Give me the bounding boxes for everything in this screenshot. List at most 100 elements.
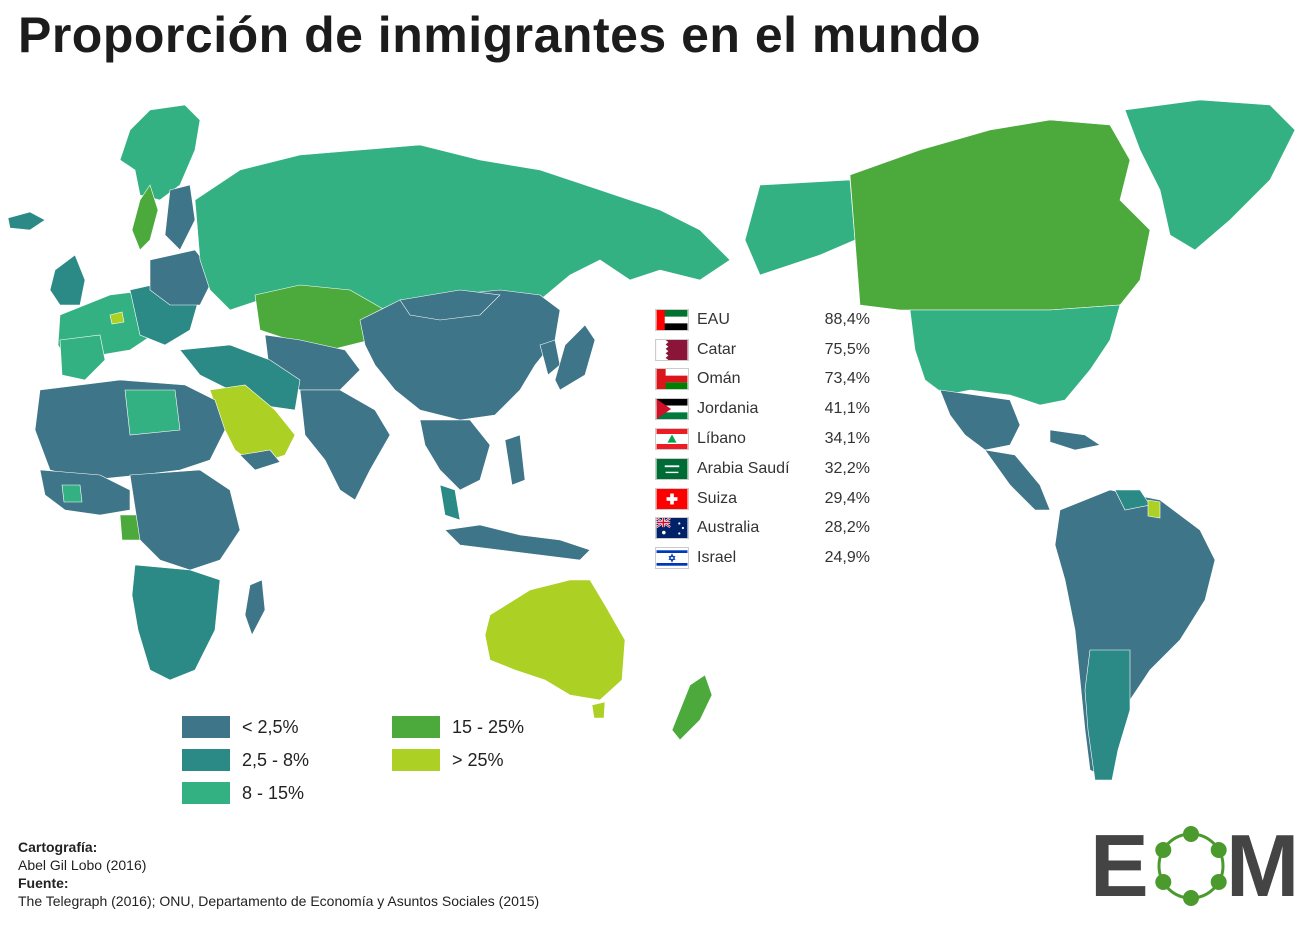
legend-swatch <box>182 749 230 771</box>
region-greenland <box>1124 99 1296 251</box>
region-madagascar <box>244 579 266 636</box>
ranking-country: Australia <box>697 519 760 537</box>
credits: Cartografía: Abel Gil Lobo (2016) Fuente… <box>18 838 539 910</box>
ranking-value: 41,1% <box>824 400 870 418</box>
logo-letter-m: M <box>1226 820 1299 910</box>
region-russia <box>194 144 731 311</box>
legend-item: 8 - 15% <box>182 782 304 804</box>
ranking-row: Catar 75,5% <box>655 335 870 365</box>
region-south-america <box>1054 489 1216 781</box>
flag-qatar-icon <box>655 338 689 361</box>
region-sweden <box>131 184 159 251</box>
region-finland <box>164 184 196 251</box>
region-libya <box>124 389 181 436</box>
eom-logo: E M <box>1090 820 1299 910</box>
world-map <box>7 99 1296 781</box>
flag-saudi-arabia-icon <box>655 457 689 480</box>
legend-label: 15 - 25% <box>452 716 525 737</box>
logo-letter-e: E <box>1090 820 1149 910</box>
ranking-value: 73,4% <box>824 370 870 388</box>
region-australia <box>484 579 626 701</box>
ranking-list: EAU 88,4% Catar 75,5% Omán 73,4% Jordani… <box>655 305 870 573</box>
map-title: Proporción de inmigrantes en el mundo <box>18 7 982 63</box>
region-tasmania <box>591 701 606 719</box>
region-turkey-iran <box>179 344 301 411</box>
ranking-country: Arabia Saudí <box>697 459 790 477</box>
flag-australia-icon <box>655 517 689 540</box>
ranking-country: Israel <box>697 549 737 567</box>
region-se-asia <box>419 419 491 491</box>
region-yemen <box>239 449 281 471</box>
flag-israel-icon <box>655 547 689 570</box>
legend-label: 2,5 - 8% <box>242 749 310 770</box>
flag-jordan-icon <box>655 398 689 421</box>
ranking-row: Suiza 29,4% <box>655 484 870 514</box>
region-alaska <box>744 179 856 276</box>
legend-swatch <box>182 716 230 738</box>
region-usa <box>909 304 1121 406</box>
legend-label: > 25% <box>452 749 504 770</box>
ranking-value: 88,4% <box>824 310 870 328</box>
ranking-row: Israel 24,9% <box>655 543 870 573</box>
region-central-america <box>984 449 1051 511</box>
region-mexico <box>939 389 1021 451</box>
legend-swatch <box>182 782 230 804</box>
region-ivory-coast <box>61 484 83 503</box>
legend-item: 15 - 25% <box>392 716 524 738</box>
region-korea <box>539 339 561 376</box>
map-legend: < 2,5% 2,5 - 8% 8 - 15% 15 - 25% > 25% <box>182 716 562 816</box>
region-indonesia <box>444 524 591 561</box>
legend-item: > 25% <box>392 749 504 771</box>
ranking-row: Jordania 41,1% <box>655 394 870 424</box>
cartography-heading: Cartografía: <box>18 839 98 855</box>
source-text: The Telegraph (2016); ONU, Departamento … <box>18 893 540 909</box>
ranking-row: Líbano 34,1% <box>655 424 870 454</box>
ranking-row: Arabia Saudí 32,2% <box>655 454 870 484</box>
flag-uae-icon <box>655 308 689 331</box>
ranking-country: Catar <box>697 340 737 358</box>
legend-swatch <box>392 716 440 738</box>
region-iceland <box>7 211 46 231</box>
region-uk-ireland <box>49 254 86 306</box>
ranking-value: 75,5% <box>824 340 870 358</box>
legend-label: < 2,5% <box>242 716 299 737</box>
ranking-country: Suiza <box>697 489 738 507</box>
region-argentina-chile <box>1084 649 1131 781</box>
ranking-value: 28,2% <box>824 519 870 537</box>
ranking-value: 32,2% <box>824 459 870 477</box>
ranking-country: Omán <box>697 370 741 388</box>
region-new-zealand <box>671 674 713 741</box>
legend-item: < 2,5% <box>182 716 299 738</box>
region-central-africa <box>129 469 241 571</box>
region-scandinavia <box>119 104 201 201</box>
ranking-country: EAU <box>697 310 730 328</box>
region-malaysia <box>439 484 461 521</box>
region-switzerland <box>109 311 125 325</box>
ranking-country: Jordania <box>697 400 759 418</box>
region-mongolia <box>399 289 501 321</box>
region-eastern-europe <box>149 249 216 306</box>
flag-lebanon-icon <box>655 428 689 451</box>
legend-item: 2,5 - 8% <box>182 749 309 771</box>
logo-ring-icon <box>1155 826 1227 906</box>
region-caribbean <box>1049 429 1101 451</box>
ranking-value: 24,9% <box>824 549 870 567</box>
region-canada <box>849 119 1151 311</box>
ranking-row: Omán 73,4% <box>655 365 870 395</box>
ranking-country: Líbano <box>697 430 746 448</box>
ranking-value: 29,4% <box>824 489 870 507</box>
region-philippines <box>504 434 526 486</box>
flag-oman-icon <box>655 368 689 391</box>
region-west-africa <box>39 469 131 516</box>
flag-switzerland-icon <box>655 487 689 510</box>
legend-swatch <box>392 749 440 771</box>
legend-label: 8 - 15% <box>242 782 305 803</box>
source-heading: Fuente: <box>18 875 69 891</box>
region-japan <box>554 324 596 391</box>
region-southern-africa <box>131 564 221 681</box>
ranking-row: EAU 88,4% <box>655 305 870 335</box>
region-iberia <box>59 334 106 381</box>
ranking-row: Australia 28,2% <box>655 514 870 544</box>
region-south-asia <box>299 389 391 501</box>
cartography-text: Abel Gil Lobo (2016) <box>18 857 147 873</box>
